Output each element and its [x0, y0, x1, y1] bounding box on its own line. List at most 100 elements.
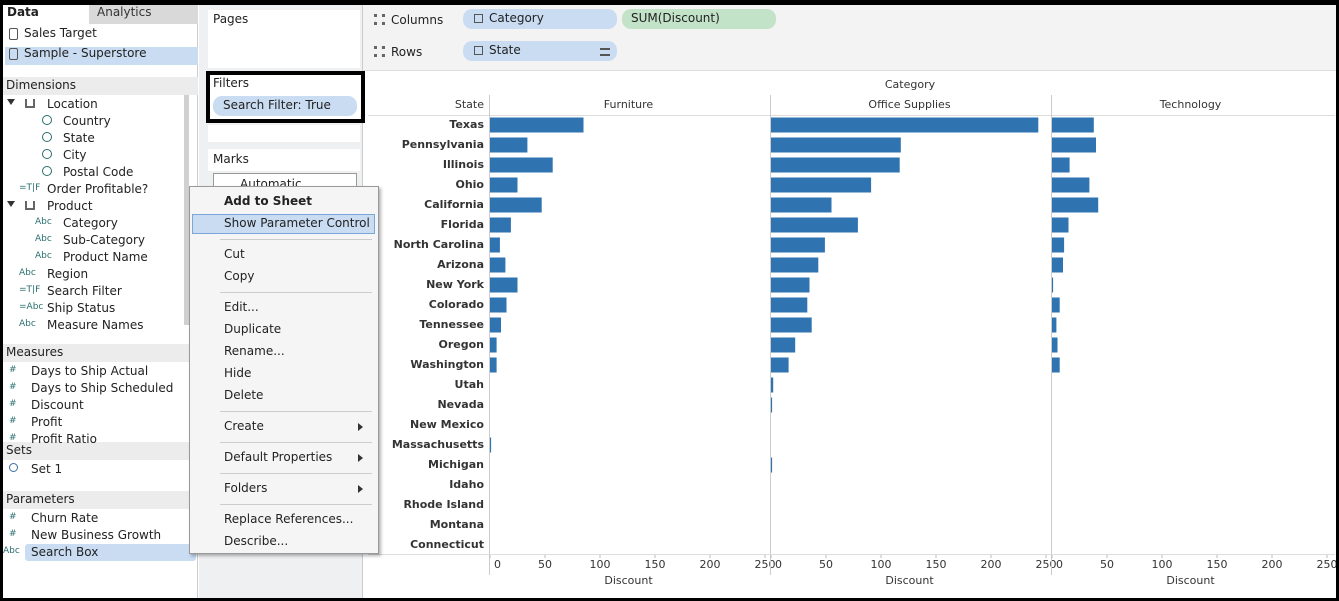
field[interactable]: Location: [47, 97, 98, 111]
menu-item[interactable]: Folders: [224, 481, 268, 495]
hierarchy-toggle: [7, 99, 15, 105]
column-header-title: Category: [885, 78, 936, 91]
x-tick-label: 250: [1317, 558, 1338, 571]
pages-label: Pages: [213, 12, 249, 26]
bar: [490, 237, 500, 253]
state-label: Michigan: [428, 458, 484, 471]
rows-label: Rows: [391, 45, 423, 59]
bar: [1052, 297, 1060, 313]
field[interactable]: Search Box: [31, 545, 99, 559]
field-icon: #: [9, 365, 17, 375]
section-header-bg: [3, 344, 198, 362]
state-label: New York: [426, 278, 485, 291]
data-source[interactable]: Sample - Superstore: [24, 46, 147, 60]
menu-item[interactable]: Rename...: [224, 344, 285, 358]
state-label: Connecticut: [410, 538, 484, 551]
field[interactable]: Ship Status: [47, 301, 116, 315]
geo-icon: [42, 115, 52, 125]
field[interactable]: Profit Ratio: [31, 432, 97, 446]
bar: [1052, 217, 1069, 233]
field[interactable]: Profit: [31, 415, 63, 429]
field[interactable]: State: [63, 131, 95, 145]
menu-item[interactable]: Cut: [224, 247, 245, 261]
field[interactable]: Order Profitable?: [47, 182, 149, 196]
field[interactable]: Country: [63, 114, 111, 128]
section-header: Parameters: [6, 492, 75, 506]
bar: [1052, 197, 1099, 213]
x-axis-title: Discount: [1166, 574, 1215, 587]
menu-item[interactable]: Edit...: [224, 300, 259, 314]
menu-item[interactable]: Show Parameter Control: [224, 216, 370, 230]
source-icon: [9, 28, 18, 40]
x-axis-title: Discount: [604, 574, 653, 587]
field[interactable]: Set 1: [31, 462, 63, 476]
field[interactable]: Churn Rate: [31, 511, 99, 525]
section-header-bg: [3, 442, 198, 460]
analytics-tab[interactable]: Analytics: [97, 5, 152, 19]
field-icon: Abc: [19, 268, 36, 278]
field[interactable]: New Business Growth: [31, 528, 162, 542]
state-label: Texas: [449, 118, 484, 131]
field-icon: Abc: [35, 234, 52, 244]
shelf-pill[interactable]: State: [463, 41, 617, 61]
menu-item[interactable]: Delete: [224, 388, 264, 402]
menu-item[interactable]: Create: [224, 419, 264, 433]
menu-item[interactable]: Describe...: [224, 534, 289, 548]
state-label: Florida: [441, 218, 484, 231]
menu-separator: [220, 473, 372, 474]
rows-icon: [374, 46, 385, 57]
data-source[interactable]: Sales Target: [24, 26, 97, 40]
bar: [771, 277, 810, 293]
menu-item[interactable]: Hide: [224, 366, 252, 380]
x-tick-label: 150: [645, 558, 666, 571]
filters-drop: [208, 125, 360, 142]
pages-card: [208, 10, 360, 68]
state-label: Washington: [410, 358, 484, 371]
x-tick-label: 0: [494, 558, 501, 571]
bar: [490, 357, 497, 373]
shelf-pill[interactable]: Category: [463, 9, 617, 29]
source-selected-bg: [5, 47, 198, 65]
field[interactable]: Category: [63, 216, 118, 230]
bar: [490, 337, 497, 353]
x-tick-label: 50: [1100, 558, 1114, 571]
menu-item[interactable]: Replace References...: [224, 512, 354, 526]
field[interactable]: Search Filter: [47, 284, 122, 298]
x-tick-label: 200: [1262, 558, 1283, 571]
shelf-pill[interactable]: SUM(Discount): [622, 9, 776, 29]
panel-header: Furniture: [604, 98, 654, 111]
analytics-tab-bg[interactable]: [89, 5, 198, 24]
menu-item[interactable]: Add to Sheet: [224, 194, 313, 208]
filter-pill[interactable]: Search Filter: True: [213, 96, 357, 116]
hierarchy-icon: [25, 201, 35, 210]
field[interactable]: Days to Ship Actual: [31, 364, 149, 378]
bar: [771, 117, 1039, 133]
context-menu: Add to Sheet Show Parameter Control Cut Cop…: [189, 186, 379, 554]
field[interactable]: Product Name: [63, 250, 148, 264]
section-header-bg: [3, 77, 198, 95]
state-label: Pennsylvania: [402, 138, 484, 151]
hierarchy-toggle: [7, 201, 15, 207]
field[interactable]: Region: [47, 267, 89, 281]
bar: [771, 157, 900, 173]
x-tick-label: 0: [775, 558, 782, 571]
field[interactable]: Sub-Category: [63, 233, 145, 247]
bar: [490, 197, 542, 213]
data-tab[interactable]: Data: [7, 5, 39, 19]
menu-item[interactable]: Duplicate: [224, 322, 282, 336]
menu-item[interactable]: Copy: [224, 269, 255, 283]
field[interactable]: City: [63, 148, 87, 162]
field[interactable]: Discount: [31, 398, 84, 412]
field-icon: Abc: [3, 546, 20, 556]
bar: [490, 257, 506, 273]
geo-icon: [42, 149, 52, 159]
state-label: Colorado: [429, 298, 485, 311]
menu-item[interactable]: Default Properties: [224, 450, 333, 464]
x-tick-label: 100: [590, 558, 611, 571]
bar: [490, 137, 528, 153]
field[interactable]: Postal Code: [63, 165, 134, 179]
state-label: Tennessee: [419, 318, 484, 331]
field[interactable]: Days to Ship Scheduled: [31, 381, 174, 395]
field[interactable]: Measure Names: [47, 318, 144, 332]
field[interactable]: Product: [47, 199, 93, 213]
